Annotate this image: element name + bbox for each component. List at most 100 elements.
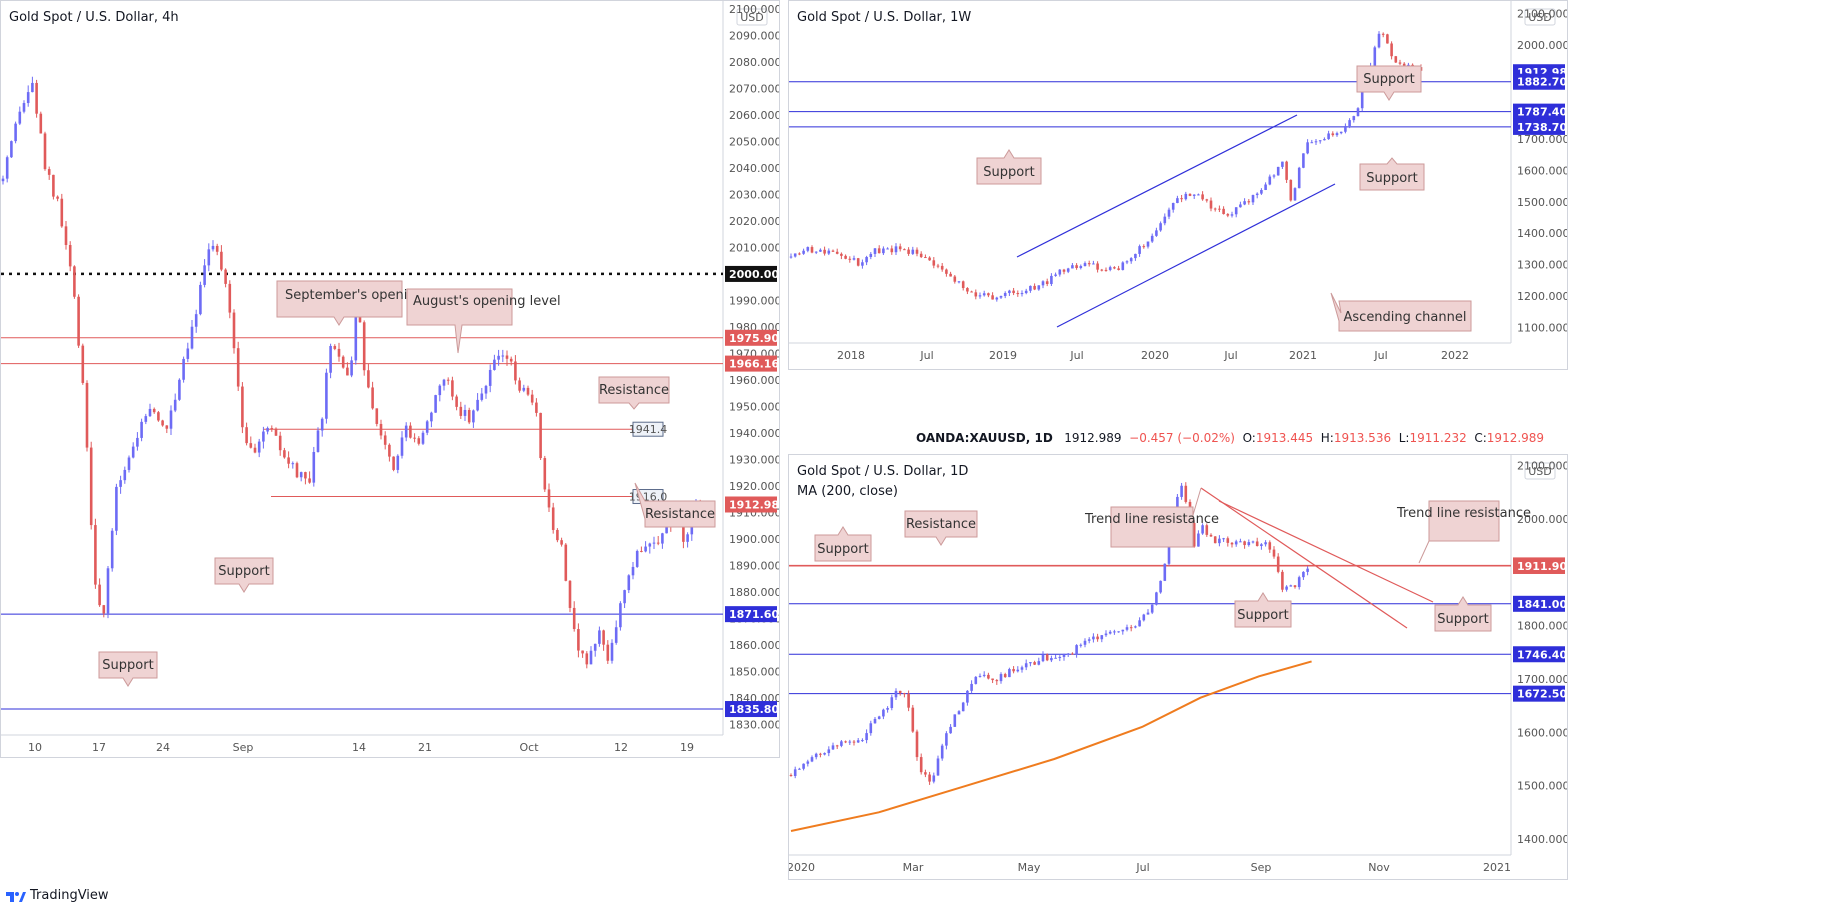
x-tick-label: Sep [233, 741, 254, 754]
candle-body [493, 359, 496, 370]
candle-body [136, 437, 139, 447]
time-axis[interactable]: 2018 Jul 2019 Jul 2020 Jul 2021 Jul 2022 [837, 349, 1469, 362]
trend-line-resistance-shallow [1218, 500, 1434, 603]
indicator-label[interactable]: MA (200, close) [797, 484, 898, 499]
candle-body [270, 428, 274, 430]
candle-body [1134, 253, 1137, 259]
candle-body [898, 246, 902, 250]
price-tag-label: 1841.000 [1517, 598, 1567, 611]
candle-body [823, 753, 826, 755]
callout-ascending-channel: Ascending channel [1330, 292, 1472, 332]
time-axis[interactable]: 2020 Mar May Jul Sep Nov 2021 [789, 861, 1511, 874]
candle-body [1163, 563, 1167, 581]
low: 1911.232 [1409, 431, 1467, 445]
candle-body [220, 251, 223, 270]
candle-body [987, 293, 990, 296]
candle-body [1184, 193, 1188, 200]
candle-body [886, 708, 889, 710]
candle-body [110, 530, 114, 569]
candle-body [1293, 585, 1297, 588]
candle-body [1050, 658, 1053, 661]
chart-svg-4h[interactable]: Gold Spot / U.S. Dollar, 4h USD 2100.000… [1, 1, 779, 757]
y-tick-label: 1700.000 [1517, 673, 1567, 686]
candle-body [1344, 126, 1347, 132]
time-axis[interactable]: 10 17 24 Sep 14 21 Oct 12 19 [28, 741, 694, 754]
x-tick-label: 2019 [989, 349, 1017, 362]
level-label: 1941.4 [629, 423, 668, 436]
candle-body [840, 253, 843, 256]
price-tag [725, 329, 777, 346]
price-axis[interactable]: 2100.000 2090.000 2080.000 2070.000 2060.000… [729, 3, 779, 731]
candle-body [1142, 614, 1146, 621]
x-tick-label: Jul [1069, 349, 1083, 362]
candle-body [383, 435, 387, 445]
candle-body [236, 348, 240, 387]
candle-body [472, 410, 475, 423]
candle-body [312, 451, 316, 483]
candle-body [1352, 116, 1356, 121]
chart-panel-4h[interactable]: Gold Spot / U.S. Dollar, 4h USD 2100.000… [0, 0, 780, 758]
candle-body [262, 431, 265, 442]
currency-badge[interactable]: USD [1524, 462, 1556, 480]
candle-body [953, 276, 957, 282]
candle-body [476, 399, 479, 411]
price-tags: 1912.9891882.7001787.4001738.700 [1513, 64, 1567, 135]
candle-body [1247, 542, 1251, 546]
candle-body [823, 249, 826, 254]
price-axis[interactable]: 2100.000 2000.000 1700.000 1600.000 1500.000… [1517, 8, 1567, 335]
candle-body [375, 408, 379, 424]
candle-body [1302, 153, 1305, 168]
chart-svg-1w[interactable]: Gold Spot / U.S. Dollar, 1W USD 2100.000… [789, 1, 1567, 369]
chart-svg-1d[interactable]: Gold Spot / U.S. Dollar, 1D MA (200, clo… [789, 455, 1567, 879]
candle-body [686, 534, 689, 542]
candle-body [793, 769, 797, 776]
symbol: OANDA:XAUUSD, 1D [916, 431, 1053, 445]
candle-body [1276, 166, 1280, 176]
x-tick-label: Jul [1373, 349, 1387, 362]
candle-body [1285, 586, 1288, 590]
price-tag [725, 355, 777, 372]
candle-body [14, 123, 17, 142]
price-tag-label: 1835.800 [729, 703, 779, 716]
svg-text:August's opening level: August's opening level [413, 294, 561, 309]
candle-body [1008, 669, 1011, 678]
candle-body [1197, 194, 1200, 196]
candle-body [991, 678, 994, 681]
candle-body [161, 420, 164, 426]
callout-resistance-lower: Resistance [634, 482, 716, 528]
level-label-box [632, 421, 664, 437]
candle-body [915, 731, 919, 758]
candle-body [1230, 214, 1234, 216]
candle-body [840, 741, 843, 746]
x-tick-label: 2020 [1141, 349, 1169, 362]
candle-body [1121, 262, 1125, 270]
candle-body [1066, 268, 1070, 272]
price-axis[interactable]: 2100.000 2000.000 1800.000 1700.000 1600.000… [1517, 460, 1567, 846]
candle-body [1125, 627, 1129, 630]
candle-body [844, 255, 847, 259]
candle-body [945, 733, 948, 746]
candle-body [932, 260, 936, 266]
svg-text:USD: USD [1528, 465, 1552, 478]
candle-body [1020, 667, 1024, 670]
candle-body [446, 379, 450, 381]
chart-panel-1w[interactable]: Gold Spot / U.S. Dollar, 1W USD 2100.000… [788, 0, 1568, 370]
y-tick-label: 1400.000 [1517, 833, 1567, 846]
candle-body [1117, 268, 1120, 270]
candle-body [94, 525, 97, 585]
candle-body [1356, 108, 1360, 117]
currency-badge[interactable]: USD [736, 8, 768, 26]
candles [1, 76, 706, 669]
ohlc-bar: OANDA:XAUUSD, 1D 1912.989 −0.457 (−0.02%… [916, 431, 1545, 445]
price-tag-label: 1871.609 [729, 608, 779, 621]
candle-body [610, 642, 614, 661]
brand[interactable]: TradingView [6, 888, 109, 903]
candle-body [924, 772, 927, 775]
candle-body [644, 546, 647, 552]
y-tick-label: 2060.000 [729, 109, 779, 122]
price-tag [725, 701, 777, 718]
candle-body [802, 250, 805, 254]
x-tick-label: Jul [1135, 861, 1149, 874]
chart-panel-1d[interactable]: Gold Spot / U.S. Dollar, 1D MA (200, clo… [788, 454, 1568, 880]
currency-badge[interactable]: USD [1524, 8, 1556, 26]
